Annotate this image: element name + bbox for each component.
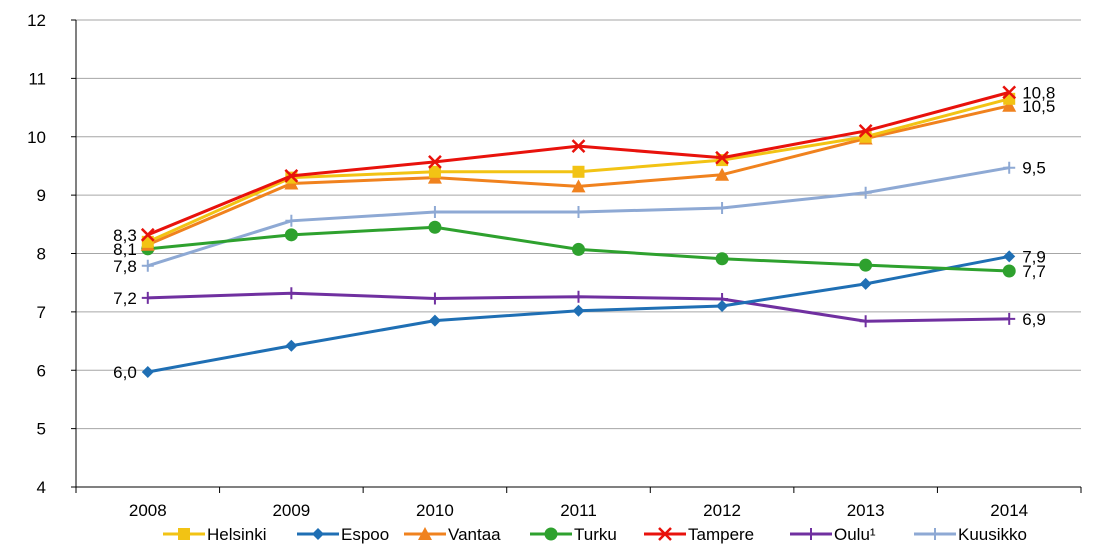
data-point: [858, 124, 873, 138]
xtick-label: 2008: [129, 501, 167, 520]
data-point: [141, 366, 154, 379]
legend-item: Tampere: [644, 525, 754, 544]
series-tampere: [140, 85, 1017, 242]
legend-item: Espoo: [297, 525, 389, 544]
data-point: [715, 167, 730, 181]
data-point: [428, 165, 441, 178]
data-point: [715, 252, 729, 266]
data-point: [141, 291, 154, 304]
data-point: [1003, 312, 1016, 325]
legend-marker: [418, 527, 432, 540]
data-label: 10,5: [1022, 97, 1055, 116]
ytick-label: 10: [27, 128, 46, 147]
data-point: [716, 201, 729, 214]
data-point: [1002, 85, 1017, 100]
xtick-label: 2014: [990, 501, 1028, 520]
legend-item: Helsinki: [163, 525, 267, 544]
data-label: 7,8: [113, 257, 137, 276]
legend-label: Helsinki: [207, 525, 267, 544]
legend-item: Kuusikko: [914, 525, 1027, 544]
data-point: [1003, 161, 1016, 174]
data-label: 6,9: [1022, 310, 1046, 329]
series-group: [140, 85, 1017, 379]
data-point: [428, 314, 441, 327]
data-point: [428, 220, 442, 234]
data-point: [572, 206, 585, 219]
ytick-label: 8: [37, 245, 46, 264]
legend-label: Vantaa: [448, 525, 501, 544]
data-point: [1002, 98, 1017, 112]
series-turku: [141, 220, 1016, 278]
legend-label: Turku: [574, 525, 617, 544]
data-point: [140, 227, 155, 242]
data-point: [1003, 250, 1016, 263]
legend-label: Espoo: [341, 525, 389, 544]
data-label: 7,9: [1022, 247, 1046, 266]
data-point: [428, 154, 442, 169]
data-point: [285, 287, 298, 300]
data-label: 8,3: [113, 226, 137, 245]
legend-marker: [929, 528, 941, 540]
data-point: [428, 292, 441, 305]
data-point: [859, 186, 872, 199]
legend-item: Oulu¹: [790, 525, 876, 544]
data-point: [572, 290, 585, 303]
data-label: 7,7: [1022, 262, 1046, 281]
axes: [71, 19, 1082, 493]
data-point: [572, 165, 585, 178]
data-point: [571, 139, 586, 153]
xtick-label: 2010: [416, 501, 454, 520]
x-tick-labels: 2008 2009 2010 2011 2012 2013 2014: [129, 501, 1028, 520]
ytick-label: 7: [37, 303, 46, 322]
data-point: [284, 228, 298, 242]
ytick-label: 4: [37, 478, 46, 497]
legend-item: Vantaa: [404, 525, 501, 544]
data-point: [1002, 264, 1016, 278]
legend-label: Tampere: [688, 525, 754, 544]
data-label: 8,1: [113, 240, 137, 259]
legend-marker: [805, 528, 817, 540]
legend-label: Kuusikko: [958, 525, 1027, 544]
data-point: [715, 150, 729, 165]
legend-marker: [658, 527, 672, 541]
y-tick-labels: 4 5 6 7 8 9 10 11 12: [27, 11, 46, 497]
data-point: [141, 259, 154, 272]
legend: Helsinki Espoo Vantaa Turku Tampere Oulu¹ Kuus…: [163, 525, 1027, 544]
legend-marker: [178, 528, 190, 540]
data-label: 9,5: [1022, 159, 1046, 178]
data-point: [572, 304, 585, 317]
data-point: [859, 258, 873, 272]
series-helsinki: [141, 92, 1016, 248]
xtick-label: 2012: [703, 501, 741, 520]
series-espoo: [141, 250, 1016, 379]
legend-label: Oulu¹: [834, 525, 876, 544]
ytick-label: 6: [37, 361, 46, 380]
data-point: [285, 214, 298, 227]
legend-item: Turku: [530, 525, 617, 544]
data-labels: 6,0 7,9 10,5 8,1 7,7 8,3 10,8 7,2 6,9 7,8 9,5: [113, 83, 1055, 382]
series-oulu: [141, 287, 1016, 328]
ytick-label: 11: [28, 69, 46, 88]
data-point: [859, 315, 872, 328]
data-point: [284, 168, 299, 183]
xtick-label: 2013: [847, 501, 885, 520]
data-point: [285, 339, 298, 352]
data-point: [716, 300, 729, 313]
xtick-label: 2009: [272, 501, 310, 520]
data-point: [428, 206, 441, 219]
data-point: [571, 179, 586, 193]
data-point: [859, 277, 872, 290]
ytick-label: 9: [37, 186, 46, 205]
data-label: 10,8: [1022, 83, 1055, 102]
data-label: 7,2: [113, 289, 137, 308]
ytick-label: 12: [27, 11, 46, 30]
ytick-label: 5: [37, 420, 46, 439]
series-kuusikko: [141, 161, 1016, 272]
data-label: 6,0: [113, 363, 137, 382]
xtick-label: 2011: [560, 501, 597, 520]
legend-marker: [312, 528, 324, 540]
data-point: [572, 242, 585, 256]
legend-marker: [544, 527, 558, 541]
